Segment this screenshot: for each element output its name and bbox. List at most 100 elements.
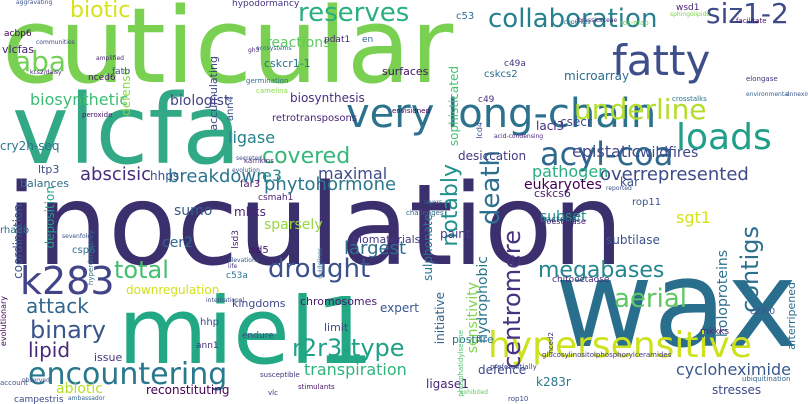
cloud-word: balances (20, 177, 70, 190)
cloud-word: kcs2/daisy (30, 69, 62, 76)
cloud-word: mkks (234, 205, 266, 219)
cloud-word: pdat1 (324, 35, 351, 45)
cloud-word: bacterial (540, 215, 580, 225)
cloud-word: reserves (298, 0, 410, 28)
cloud-word: maximal (318, 164, 388, 183)
cloud-word: c49a (504, 59, 526, 69)
cloud-word: evolution (232, 167, 260, 174)
cloud-word: overrepresented (600, 164, 749, 185)
cloud-word: transpiration (304, 360, 407, 379)
cloud-word: very long-chain (346, 91, 657, 137)
cloud-word: sphingolipids (670, 11, 710, 18)
cloud-word: loads (676, 117, 772, 158)
cloud-word: acyl-coa (540, 135, 674, 173)
cloud-word: endure (242, 331, 274, 341)
cloud-word: thioesterase (536, 217, 586, 226)
cloud-word: elevations (228, 257, 259, 264)
cloud-word: pathogen (532, 162, 609, 181)
cloud-word: elongase (746, 75, 778, 83)
cloud-word: r2r3-type (292, 334, 405, 362)
cloud-word: envisioned (392, 107, 430, 115)
cloud-word: centromere (498, 230, 526, 369)
cloud-word: total (114, 256, 169, 284)
cloud-word: acbp6 (4, 29, 32, 39)
cloud-word: susceptible (260, 371, 300, 379)
cloud-word: kingdoms (232, 297, 286, 310)
cloud-word: collaboration (488, 4, 658, 34)
cloud-word: issue (94, 351, 123, 364)
cloud-word: sparsely (264, 217, 323, 233)
cloud-word: lsd3 (231, 230, 241, 249)
cloud-word: attack (26, 294, 89, 318)
cloud-word: desiccation (458, 149, 527, 163)
cloud-word: breakdown (168, 166, 268, 187)
cloud-word: biosynthetic (30, 90, 129, 109)
cloud-word: life (228, 263, 238, 270)
cloud-word: siz1-2 (706, 0, 789, 30)
cloud-word: chromosomes (300, 295, 378, 308)
cloud-word: cskcs2 (484, 69, 518, 80)
cloud-word: coordination (11, 204, 25, 279)
cloud-word: ambassador (68, 395, 105, 402)
cloud-word: chitooctaose (552, 275, 610, 285)
cloud-word: retrotransposons (272, 113, 358, 124)
cloud-word: afterripened (785, 282, 798, 350)
cloud-word: kar (620, 175, 640, 189)
cloud-word: hypodormancy (232, 0, 300, 9)
cloud-word: stresses (712, 383, 762, 397)
cloud-word: eukaryotes (524, 177, 602, 193)
cloud-word: ros-map (620, 19, 649, 27)
cloud-word: ubiquitination (742, 375, 791, 383)
cloud-word: phytohormone (264, 174, 397, 195)
cloud-word: preferentially (490, 363, 537, 371)
cloud-word: lcd4 (475, 122, 484, 139)
cloud-word: deposition (43, 186, 57, 249)
cloud-word: fatty (612, 36, 711, 85)
cloud-word: reactions (266, 35, 331, 51)
cloud-word: postfire (452, 333, 494, 346)
cloud-word: covered (262, 144, 351, 169)
cloud-word: epistatic (572, 142, 641, 161)
cloud-word: karrikins (244, 157, 274, 165)
cloud-word: environmental (746, 91, 790, 98)
cloud-word: lacl3 (536, 119, 565, 133)
cloud-word: facilitate (736, 17, 767, 25)
cloud-word: observed (22, 377, 50, 384)
cloud-word: crosstalks (672, 95, 707, 103)
cloud-word: miel1 (118, 278, 374, 385)
cloud-word: international (206, 297, 245, 304)
cloud-word: rha2b (0, 225, 30, 236)
cloud-word: evolutionary (0, 296, 8, 347)
cloud-word: aerial (614, 284, 687, 314)
cloud-word: reported (606, 185, 632, 192)
cloud-word: campestris (14, 395, 64, 404)
cloud-word: sevenfold (62, 233, 92, 240)
cloud-word: ltp3 (38, 163, 60, 176)
cloud-word: en (362, 35, 374, 45)
cloud-word: ann4 (225, 96, 236, 122)
cloud-word: vlcfa (12, 74, 241, 186)
cloud-word: wildfires (640, 145, 699, 161)
cloud-word: sulphonate (421, 214, 435, 281)
cloud-word: c53 (456, 11, 475, 22)
cloud-word: c49 (478, 95, 495, 105)
cloud-word: cuticular (2, 0, 454, 107)
cloud-word: downregulation (126, 283, 220, 297)
cloud-word: subtilase (606, 233, 660, 247)
cloud-word: contigs (736, 226, 764, 313)
cloud-word: nced2 (547, 332, 555, 354)
cloud-word: ligase1 (426, 377, 469, 391)
cloud-word: underline (574, 93, 707, 126)
cloud-word: initiative (433, 292, 447, 345)
cloud-word: nced6 (88, 73, 116, 83)
cloud-word: peroxide (82, 111, 113, 119)
cloud-word: glucosylinositolphosphorylceramides (542, 351, 672, 359)
cloud-word: ann1 (196, 341, 219, 351)
cloud-word: far3 (240, 179, 261, 190)
cloud-word: csp6 (72, 245, 96, 256)
cloud-word: acid-condensing (494, 133, 544, 140)
cloud-word: germination (246, 77, 289, 85)
cloud-word: hypersensitive (488, 325, 752, 366)
cloud-word: drought (268, 254, 371, 284)
